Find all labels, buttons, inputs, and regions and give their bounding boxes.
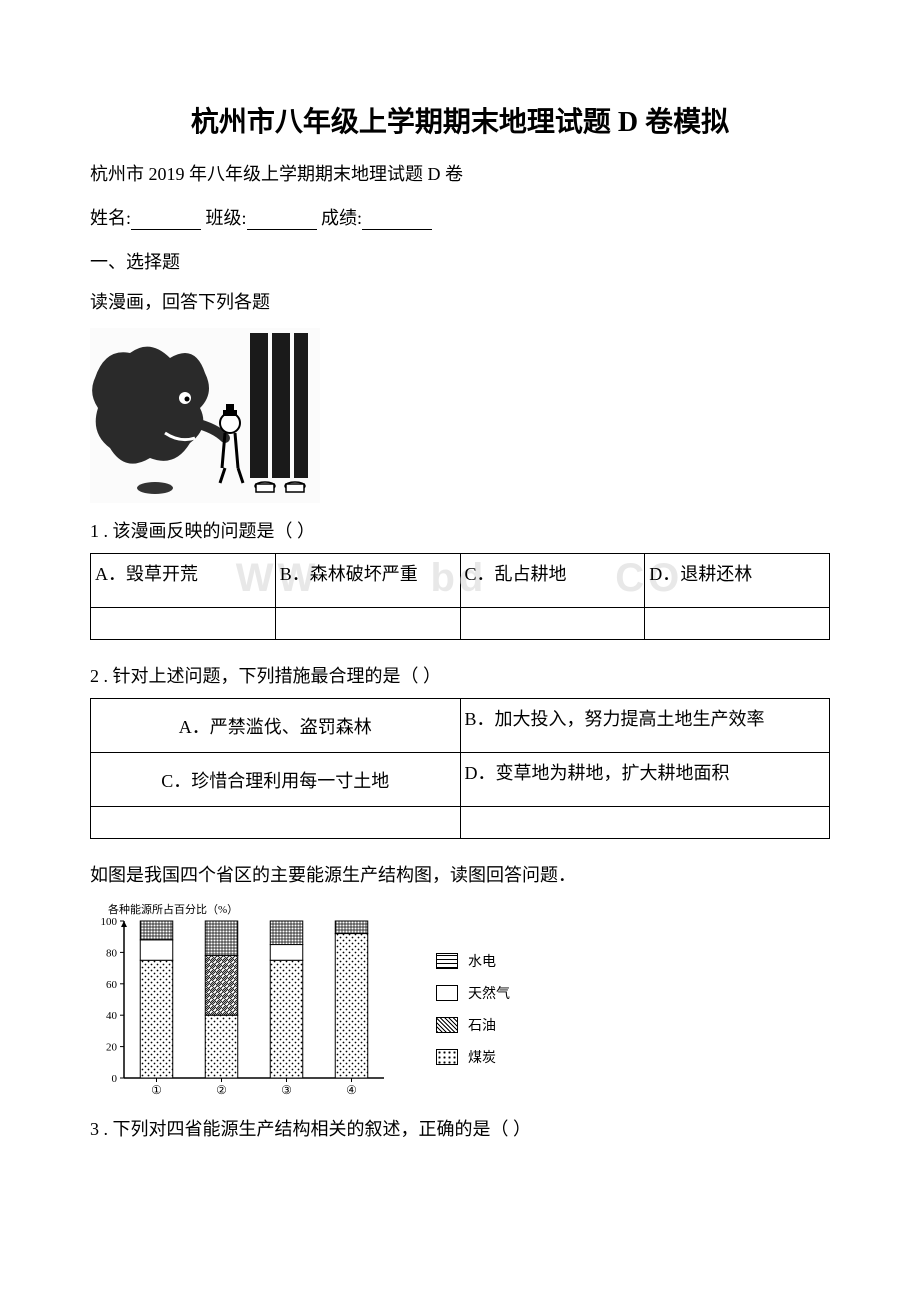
empty-cell	[460, 807, 830, 839]
legend-coal: 煤炭	[436, 1047, 510, 1067]
document-subtitle: 杭州市 2019 年八年级上学期期末地理试题 D 卷	[90, 160, 830, 186]
svg-text:40: 40	[106, 1010, 118, 1022]
legend-swatch-hydro	[436, 953, 458, 969]
svg-text:80: 80	[106, 947, 118, 959]
legend-swatch-gas	[436, 985, 458, 1001]
comic-illustration	[90, 328, 320, 503]
student-info-line: 姓名: 班级: 成绩:	[90, 204, 830, 230]
score-blank	[362, 212, 432, 230]
svg-text:②: ②	[216, 1083, 227, 1097]
legend-label-hydro: 水电	[468, 951, 496, 971]
q2-options-table: A．严禁滥伐、盗罚森林 B．加大投入，努力提高土地生产效率 C．珍惜合理利用每一…	[90, 698, 830, 839]
class-blank	[247, 212, 317, 230]
svg-text:100: 100	[101, 916, 118, 928]
score-label: 成绩:	[321, 208, 362, 228]
section-1-heading: 一、选择题	[90, 248, 830, 274]
q2-option-b: B．加大投入，努力提高土地生产效率	[460, 699, 830, 753]
q2-option-c: C．珍惜合理利用每一寸土地	[91, 753, 461, 807]
empty-cell	[91, 807, 461, 839]
legend-swatch-oil	[436, 1017, 458, 1033]
legend-swatch-coal	[436, 1049, 458, 1065]
chart-legend: 水电 天然气 石油 煤炭	[436, 951, 510, 1079]
svg-text:①: ①	[151, 1083, 162, 1097]
legend-oil: 石油	[436, 1015, 510, 1035]
instruction-2: 如图是我国四个省区的主要能源生产结构图，读图回答问题．	[90, 861, 830, 887]
class-label: 班级:	[206, 208, 247, 228]
empty-cell	[91, 608, 276, 640]
legend-label-oil: 石油	[468, 1015, 496, 1035]
question-3: 3 . 下列对四省能源生产结构相关的叙述，正确的是（ ）	[90, 1115, 830, 1141]
empty-cell	[275, 608, 460, 640]
q1-option-b: WW B．森林破坏严重	[275, 554, 460, 608]
svg-text:60: 60	[106, 979, 118, 991]
svg-text:0: 0	[112, 1073, 118, 1085]
legend-gas: 天然气	[436, 983, 510, 1003]
q2-option-d: D．变草地为耕地，扩大耕地面积	[460, 753, 830, 807]
svg-text:③: ③	[281, 1083, 292, 1097]
instruction-1: 读漫画，回答下列各题	[90, 288, 830, 314]
name-blank	[131, 212, 201, 230]
question-2: 2 . 针对上述问题，下列措施最合理的是（ ）	[90, 662, 830, 688]
svg-text:④: ④	[346, 1083, 357, 1097]
legend-label-coal: 煤炭	[468, 1047, 496, 1067]
q1-options-table: A．毁草开荒 WW B．森林破坏严重 bd C．乱占耕地 CO D．退耕还林	[90, 553, 830, 640]
empty-cell	[460, 608, 645, 640]
q1-option-d: CO D．退耕还林	[645, 554, 830, 608]
svg-text:20: 20	[106, 1042, 118, 1054]
q2-option-a: A．严禁滥伐、盗罚森林	[91, 699, 461, 753]
q1-option-a: A．毁草开荒	[91, 554, 276, 608]
energy-production-chart: 各种能源所占百分比（%） 020406080100①②③④ 水电 天然气 石油 …	[90, 901, 510, 1101]
legend-label-gas: 天然气	[468, 983, 510, 1003]
question-1: 1 . 该漫画反映的问题是（ ）	[90, 517, 830, 543]
legend-hydro: 水电	[436, 951, 510, 971]
q1-option-c: bd C．乱占耕地	[460, 554, 645, 608]
document-title: 杭州市八年级上学期期末地理试题 D 卷模拟	[90, 100, 830, 140]
empty-cell	[645, 608, 830, 640]
name-label: 姓名:	[90, 208, 131, 228]
chart-svg: 0 20 40 60 80 100 ① ② ③ ④	[90, 915, 390, 1100]
